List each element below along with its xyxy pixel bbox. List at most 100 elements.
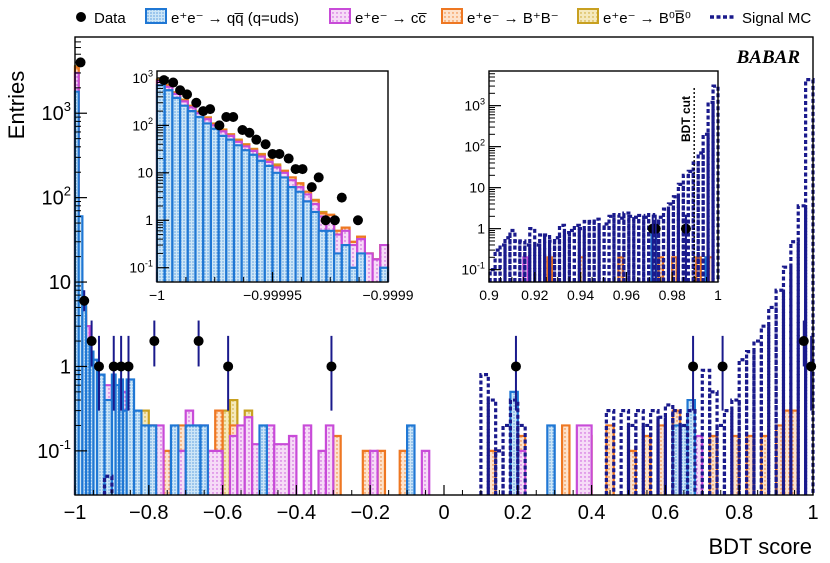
hist-bar-inset-right-3-6 <box>708 257 714 282</box>
hist-bar-inset-left-0-5 <box>195 117 204 282</box>
hist-edge-inset-right-signal-24 <box>607 214 616 282</box>
hist-bar-e-e-cc-17 <box>266 425 275 495</box>
hist-bar-e-e-qq-q-uds-2 <box>82 300 87 495</box>
hist-bar-inset-left-0-1 <box>164 90 173 282</box>
data-point <box>182 89 193 100</box>
hist-edge-inset-left-0-24 <box>340 243 351 282</box>
hist-bar-inset-left-0-11 <box>241 150 250 282</box>
hist-edge-signal-mc-32 <box>804 78 815 495</box>
inset-left-ytick-label: 1 <box>145 212 153 228</box>
main-axis-ticks: −1 −0.8 −0.6 −0.4 −0.2 0 0.2 0.4 0.6 0.8 1 10-1 1 10 1… <box>37 36 819 524</box>
hist-edge-signal-mc-25 <box>752 339 763 495</box>
hist-edge-inset-right-signal-3 <box>503 236 512 282</box>
data-point <box>191 97 202 108</box>
inset-left-histograms <box>155 78 390 283</box>
legend-item-e-e-b-b: e⁺e⁻ → B⁰B̅⁰ <box>577 8 691 27</box>
data-point <box>329 215 340 226</box>
inset-left-xtick-label: −0.99995 <box>243 287 302 303</box>
hist-bar-e-e-b-b-13 <box>399 450 408 495</box>
hist-bar-inset-left-0-21 <box>318 230 327 282</box>
data-point <box>806 361 817 372</box>
hist-bar-inset-left-0-18 <box>295 191 304 282</box>
data-point <box>214 120 225 131</box>
hist-edge-signal-mc-7 <box>604 408 616 495</box>
main-ytick-label: 1 <box>60 356 71 378</box>
hist-bar-inset-right-3-3 <box>658 257 664 282</box>
hist-bar-e-e-qq-q-uds-3 <box>86 341 90 495</box>
inset-right-xtick-label: 0.9 <box>479 287 499 303</box>
legend-label: Signal MC <box>742 10 811 27</box>
data-point <box>326 361 337 372</box>
hist-bar-e-e-qq-q-uds-12 <box>126 379 135 495</box>
data-point <box>116 361 127 372</box>
main-xtick-label: 1 <box>807 502 818 524</box>
hist-bar-inset-left-0-10 <box>234 145 242 282</box>
data-point <box>221 112 232 123</box>
hist-bar-e-e-qq-q-uds-8 <box>111 374 116 495</box>
hist-bar-e-e-qq-q-uds-20 <box>407 425 415 495</box>
legend-label: e⁺e⁻ → cc̅ <box>355 10 427 27</box>
hist-bar-e-e-b-b-25 <box>731 436 740 495</box>
hist-bar-e-e-qq-q-uds-22 <box>547 425 555 495</box>
data-point <box>274 148 285 159</box>
hist-bar-e-e-qq-q-uds-15 <box>148 425 157 495</box>
hist-bar-e-e-qq-q-uds-24 <box>687 400 695 495</box>
inset-right-ytick-label: 10-1 <box>461 260 485 277</box>
data-point <box>244 127 255 138</box>
data-point <box>193 336 204 347</box>
main-data-points <box>75 57 817 411</box>
hist-edge-signal-mc-0 <box>102 474 114 495</box>
hist-bar-e-e-cc-20 <box>303 425 312 495</box>
hist-bar-inset-left-0-15 <box>272 172 281 282</box>
main-xtick-label: 0.4 <box>578 502 606 524</box>
hist-bar-inset-left-0-26 <box>357 253 365 282</box>
hist-bar-inset-left-0-13 <box>257 160 265 282</box>
hist-bar-inset-left-0-3 <box>180 105 188 282</box>
hist-bar-inset-left-0-29 <box>380 267 388 282</box>
data-point <box>251 134 262 145</box>
hist-edge-e-e-qq-q-uds-15 <box>147 424 158 495</box>
main-xtick-label: 0 <box>438 502 449 524</box>
hist-bar-e-e-b-b-28 <box>776 425 784 495</box>
legend-item-e-e-qq-q-uds: e⁺e⁻ → qq̅ (q=uds) <box>145 8 299 27</box>
hist-bar-e-e-cc-13 <box>229 436 238 495</box>
hist-bar-e-e-cc-26 <box>576 425 592 495</box>
hist-bar-e-e-qq-q-uds-11 <box>122 410 127 495</box>
inset-right-histograms <box>488 84 720 282</box>
hist-edge-inset-right-signal-21 <box>592 217 601 282</box>
hist-edge-signal-mc-31 <box>796 204 808 495</box>
hist-bar-inset-left-1-28 <box>372 259 381 282</box>
legend-label: e⁺e⁻ → B⁰B̅⁰ <box>603 10 691 27</box>
hist-bar-inset-left-0-19 <box>303 201 311 282</box>
hist-bar-inset-left-0-8 <box>218 135 227 282</box>
main-xtick-label: 0.6 <box>651 502 679 524</box>
hist-edge-e-e-cc-23 <box>369 449 379 495</box>
main-ytick-label: 102 <box>42 184 71 210</box>
main-xtick-label: −0.6 <box>203 502 242 524</box>
inset-right-plot: BDT cut 0.9 0.92 0.94 0.96 0.98 1 10-1 1 10 102 10… <box>461 70 722 303</box>
legend-item-e-e-b-b: e⁺e⁻ → B⁺B⁻ <box>441 8 559 27</box>
data-point <box>86 336 97 347</box>
main-xtick-label: −0.8 <box>129 502 168 524</box>
data-point <box>93 361 104 372</box>
main-xtick-label: −1 <box>64 502 87 524</box>
hist-edge-inset-right-signal-15 <box>562 231 571 282</box>
hist-edge-signal-mc-29 <box>781 265 793 495</box>
hist-bar-e-e-qq-q-uds-13 <box>134 410 142 495</box>
hist-bar-e-e-b-b-26 <box>746 436 754 495</box>
data-point <box>290 164 301 175</box>
hist-edge-e-e-cc-22 <box>324 424 335 495</box>
hist-bar-e-e-b-b-12 <box>377 450 385 495</box>
data-point <box>123 361 134 372</box>
legend-label: Data <box>94 10 126 27</box>
hist-bar-e-e-qq-q-uds-5 <box>93 359 98 495</box>
hist-edge-inset-right-signal-2 <box>498 243 507 282</box>
data-point <box>228 112 239 123</box>
main-xtick-label: −0.2 <box>350 502 389 524</box>
hist-bar-e-e-b-b-24 <box>709 436 718 495</box>
inset-right-xtick-label: 1 <box>714 287 722 303</box>
main-xtick-label: −0.4 <box>277 502 316 524</box>
hist-edge-e-e-qq-q-uds-19 <box>258 424 268 495</box>
hist-bar-e-e-cc-15 <box>244 417 253 495</box>
